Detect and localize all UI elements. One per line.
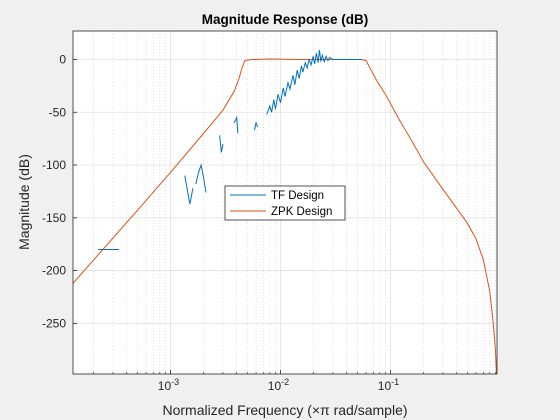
- chart-title: Magnitude Response (dB): [202, 12, 369, 27]
- x-axis-label: Normalized Frequency (×π rad/sample): [162, 402, 407, 418]
- series-tf-design-segment: [195, 163, 207, 193]
- y-axis-ticks: 0 -50 -100 -150 -200 -250: [42, 52, 77, 330]
- series-zpk-design-line: [73, 58, 497, 374]
- y-axis-label: Magnitude (dB): [16, 154, 32, 250]
- legend-label-tf: TF Design: [271, 190, 324, 202]
- legend-box: [224, 185, 346, 221]
- legend-label-zpk: ZPK Design: [271, 206, 332, 218]
- series-tf-design-segment: [184, 175, 194, 205]
- y-tick-label: -150: [42, 211, 66, 225]
- series-tf-design-segment: [253, 121, 259, 131]
- y-tick-label: 0: [59, 52, 66, 66]
- data-layer: [73, 49, 497, 374]
- y-tick-label: -200: [42, 264, 66, 278]
- series-tf-design-segment: [233, 115, 239, 134]
- series-tf-design-segment: [266, 49, 362, 115]
- y-tick-label: -100: [42, 158, 66, 172]
- legend[interactable]: TF Design ZPK Design: [224, 185, 346, 221]
- y-tick-label: -250: [42, 316, 66, 330]
- y-tick-label: -50: [49, 105, 67, 119]
- plot-area-border: [72, 30, 498, 375]
- series-tf-design-segment: [219, 135, 224, 153]
